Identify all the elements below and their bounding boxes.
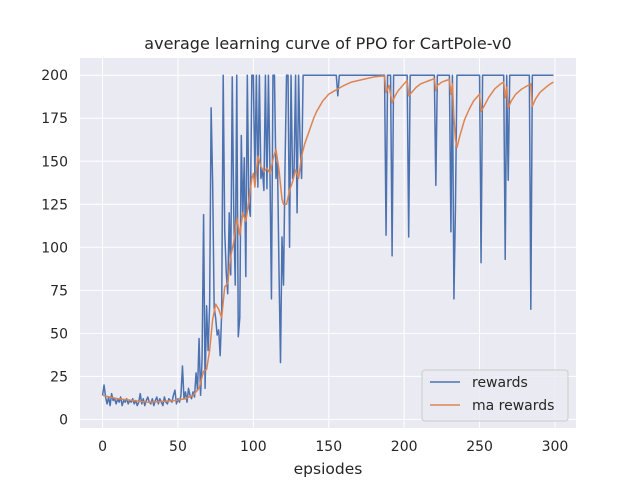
x-axis-label: epsiodes	[294, 460, 363, 478]
y-tick-label: 0	[59, 412, 68, 428]
chart-title: average learning curve of PPO for CartPo…	[144, 34, 511, 53]
y-tick-label: 175	[41, 111, 68, 127]
y-tick-label: 25	[50, 369, 68, 385]
x-tick-label: 250	[466, 439, 493, 455]
x-tick-label: 200	[391, 439, 418, 455]
legend-label-rewards: rewards	[472, 375, 528, 391]
y-axis-ticks: 0 25 50 75 100 125 150 175 200	[41, 68, 68, 428]
y-tick-label: 150	[41, 154, 68, 170]
x-tick-label: 150	[315, 439, 342, 455]
legend-label-ma-rewards: ma rewards	[472, 398, 554, 414]
x-tick-label: 50	[169, 439, 187, 455]
y-tick-label: 50	[50, 326, 68, 342]
x-tick-label: 0	[98, 439, 107, 455]
legend: rewards ma rewards	[421, 369, 569, 422]
y-tick-label: 75	[50, 283, 68, 299]
x-tick-label: 300	[542, 439, 569, 455]
series-line-ma-rewards	[102, 75, 554, 403]
y-tick-label: 100	[41, 240, 68, 256]
x-axis-ticks: 0 50 100 150 200 250 300	[98, 439, 568, 455]
y-tick-label: 125	[41, 197, 68, 213]
grid-lines	[80, 58, 576, 428]
plot-area	[80, 58, 576, 428]
x-tick-label: 100	[240, 439, 267, 455]
y-tick-label: 200	[41, 68, 68, 84]
